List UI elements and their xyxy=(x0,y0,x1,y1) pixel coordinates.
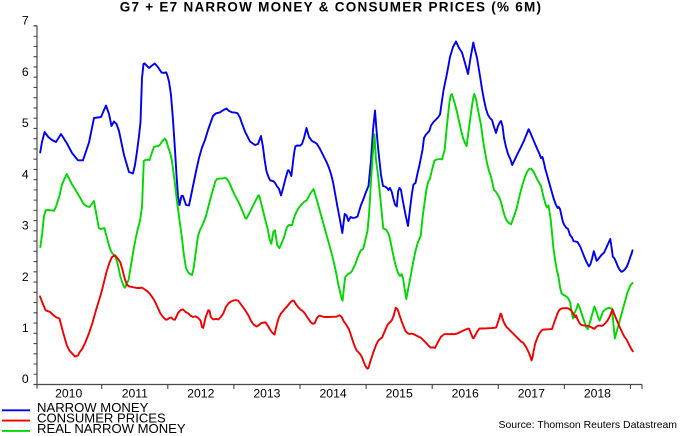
svg-text:0: 0 xyxy=(22,372,29,386)
svg-text:2011: 2011 xyxy=(122,387,148,401)
svg-text:Source: Thomson Reuters Datast: Source: Thomson Reuters Datastream xyxy=(499,420,677,431)
svg-text:2015: 2015 xyxy=(386,387,413,401)
svg-text:2016: 2016 xyxy=(452,387,479,401)
svg-text:2014: 2014 xyxy=(320,387,347,401)
svg-text:G7 + E7 NARROW MONEY & CONSUME: G7 + E7 NARROW MONEY & CONSUMER PRICES (… xyxy=(120,0,542,15)
svg-text:2012: 2012 xyxy=(187,387,214,401)
svg-text:REAL NARROW MONEY: REAL NARROW MONEY xyxy=(37,421,186,436)
svg-text:5: 5 xyxy=(22,116,29,130)
svg-text:NARROW MONEY: NARROW MONEY xyxy=(37,400,149,415)
svg-text:2010: 2010 xyxy=(55,387,82,401)
svg-text:2: 2 xyxy=(22,270,29,284)
svg-text:7: 7 xyxy=(22,14,29,28)
svg-text:4: 4 xyxy=(22,167,29,181)
svg-text:1: 1 xyxy=(22,321,29,335)
svg-text:2018: 2018 xyxy=(584,387,611,401)
svg-text:3: 3 xyxy=(22,219,29,233)
svg-text:CONSUMER PRICES: CONSUMER PRICES xyxy=(37,411,166,426)
svg-text:6: 6 xyxy=(22,65,29,79)
svg-text:2017: 2017 xyxy=(518,387,545,401)
svg-text:2013: 2013 xyxy=(253,387,280,401)
